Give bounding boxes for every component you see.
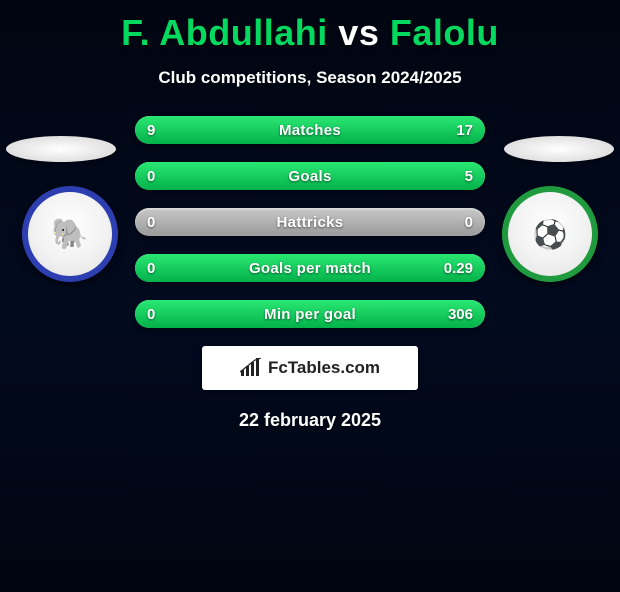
comparison-title: F. Abdullahi vs Falolu [0,12,620,54]
club-badge-left: 🐘 [22,186,118,282]
stats-container: 9 Matches 17 0 Goals 5 0 Hattricks 0 0 G… [135,116,485,328]
stat-label: Goals [135,162,485,190]
comparison-date: 22 february 2025 [0,410,620,431]
footer-logo-box: FcTables.com [202,346,418,390]
stat-value-right: 306 [448,300,473,328]
subtitle: Club competitions, Season 2024/2025 [0,68,620,88]
stat-value-right: 0.29 [444,254,473,282]
stat-label: Goals per match [135,254,485,282]
stat-value-right: 5 [465,162,473,190]
player2-name: Falolu [390,12,499,53]
stat-row-mpg: 0 Min per goal 306 [135,300,485,328]
player1-name: F. Abdullahi [121,12,328,53]
player1-silhouette [6,136,116,162]
stat-value-right: 17 [456,116,473,144]
stat-label: Matches [135,116,485,144]
stat-row-matches: 9 Matches 17 [135,116,485,144]
stat-value-right: 0 [465,208,473,236]
player2-silhouette [504,136,614,162]
football-icon: ⚽ [516,200,584,268]
stat-row-goals: 0 Goals 5 [135,162,485,190]
stat-row-gpm: 0 Goals per match 0.29 [135,254,485,282]
stat-label: Min per goal [135,300,485,328]
footer-logo-text: FcTables.com [268,358,380,378]
bar-chart-icon [240,358,262,378]
vs-separator: vs [338,12,379,53]
elephant-icon: 🐘 [36,200,104,268]
stat-label: Hattricks [135,208,485,236]
stat-row-hattricks: 0 Hattricks 0 [135,208,485,236]
club-badge-right: ⚽ [502,186,598,282]
